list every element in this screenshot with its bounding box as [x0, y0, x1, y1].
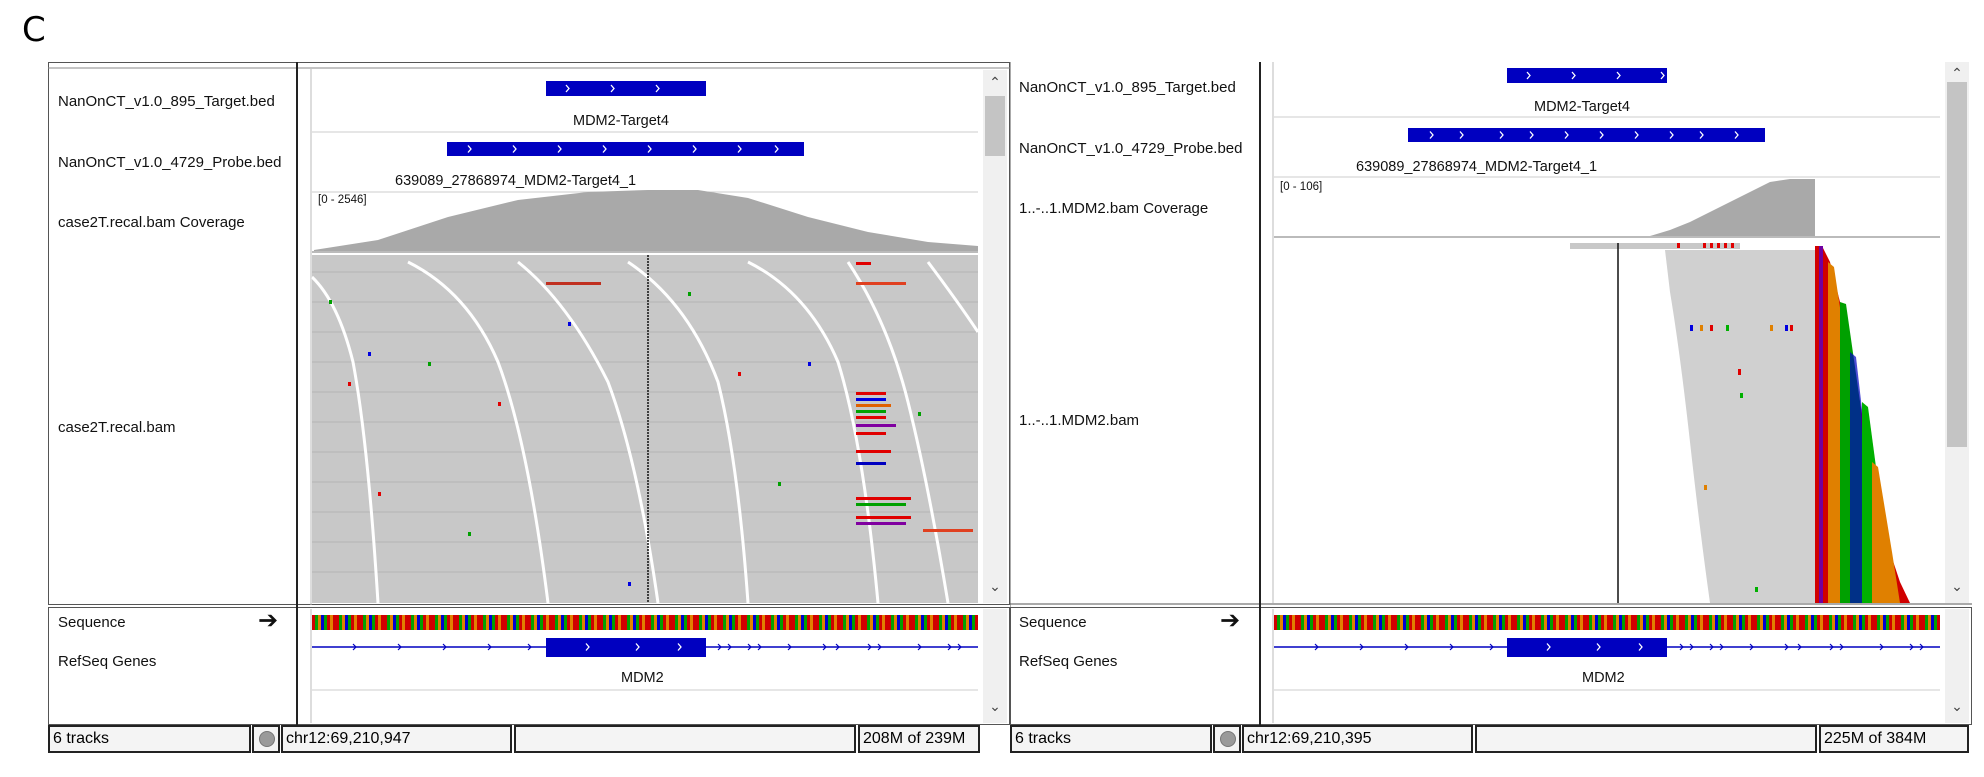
status-locus: chr12:69,210,395	[1242, 725, 1473, 753]
gray-circle-icon[interactable]	[1213, 725, 1241, 753]
track-name-target-bed[interactable]: NanOnCT_v1.0_895_Target.bed	[1019, 79, 1236, 96]
mismatch-streaks	[329, 262, 973, 586]
gray-circle-icon[interactable]	[252, 725, 280, 753]
probe-feature-label: 639089_27868974_MDM2-Target4_1	[395, 173, 637, 189]
coverage-range: [0 - 2546]	[318, 194, 367, 206]
status-memory: 225M of 384M	[1819, 725, 1969, 753]
panel-frame	[48, 62, 1010, 725]
coverage-histogram	[1650, 179, 1815, 236]
track-name-probe-bed[interactable]: NanOnCT_v1.0_4729_Probe.bed	[58, 154, 282, 171]
chevron-down-icon[interactable]: ⌄	[989, 578, 1001, 594]
panel-letter: C	[22, 10, 46, 50]
chevron-down-icon[interactable]: ⌄	[1951, 578, 1963, 594]
status-memory: 208M of 239M	[858, 725, 980, 753]
igv-panel-right: NanOnCT_v1.0_895_Target.bed NanOnCT_v1.0…	[1010, 62, 1972, 756]
panel-frame	[1010, 62, 1972, 725]
track-name-coverage[interactable]: 1..-..1.MDM2.bam Coverage	[1019, 200, 1209, 217]
status-message	[514, 725, 856, 753]
sequence-bases	[1274, 615, 1940, 630]
status-track-count: 6 tracks	[48, 725, 251, 753]
refseq-gene-model[interactable]	[312, 638, 978, 657]
status-message	[1475, 725, 1817, 753]
track-name-refseq[interactable]: RefSeq Genes	[58, 653, 157, 670]
chevron-up-icon[interactable]: ⌃	[1951, 65, 1963, 81]
right-arrow-icon[interactable]: ➔	[258, 607, 279, 634]
track-name-coverage[interactable]: case2T.recal.bam Coverage	[58, 214, 245, 231]
right-arrow-icon[interactable]: ➔	[1220, 607, 1241, 634]
track-name-sequence[interactable]: Sequence	[1019, 614, 1087, 631]
alignment-reads[interactable]	[312, 255, 978, 603]
sequence-bases	[312, 615, 978, 630]
track-name-refseq[interactable]: RefSeq Genes	[1019, 653, 1118, 670]
coverage-histogram	[314, 190, 978, 251]
status-track-count: 6 tracks	[1010, 725, 1212, 753]
refseq-gene-model[interactable]	[1274, 638, 1940, 657]
alignment-reads[interactable]	[1570, 243, 1910, 603]
status-locus: chr12:69,210,947	[281, 725, 512, 753]
chevron-down-icon[interactable]: ⌄	[989, 698, 1001, 714]
target-feature-block[interactable]	[546, 81, 706, 96]
probe-feature-label: 639089_27868974_MDM2-Target4_1	[1356, 159, 1598, 175]
gene-label: MDM2	[1582, 670, 1625, 686]
chevron-down-icon[interactable]: ⌄	[1951, 698, 1963, 714]
target-feature-label: MDM2-Target4	[1534, 99, 1630, 115]
track-name-sequence[interactable]: Sequence	[58, 614, 126, 631]
target-feature-label: MDM2-Target4	[573, 113, 669, 129]
gene-label: MDM2	[621, 670, 664, 686]
track-name-bam[interactable]: case2T.recal.bam	[58, 419, 176, 436]
track-name-target-bed[interactable]: NanOnCT_v1.0_895_Target.bed	[58, 93, 275, 110]
target-feature-block[interactable]	[1507, 68, 1667, 83]
coverage-range: [0 - 106]	[1280, 181, 1323, 193]
igv-panel-left: NanOnCT_v1.0_895_Target.bed NanOnCT_v1.0…	[48, 62, 1010, 756]
track-name-bam[interactable]: 1..-..1.MDM2.bam	[1019, 412, 1140, 429]
probe-feature-block[interactable]	[447, 142, 804, 156]
track-name-probe-bed[interactable]: NanOnCT_v1.0_4729_Probe.bed	[1019, 140, 1243, 157]
probe-feature-block[interactable]	[1408, 128, 1765, 142]
chevron-up-icon[interactable]: ⌃	[989, 74, 1001, 90]
